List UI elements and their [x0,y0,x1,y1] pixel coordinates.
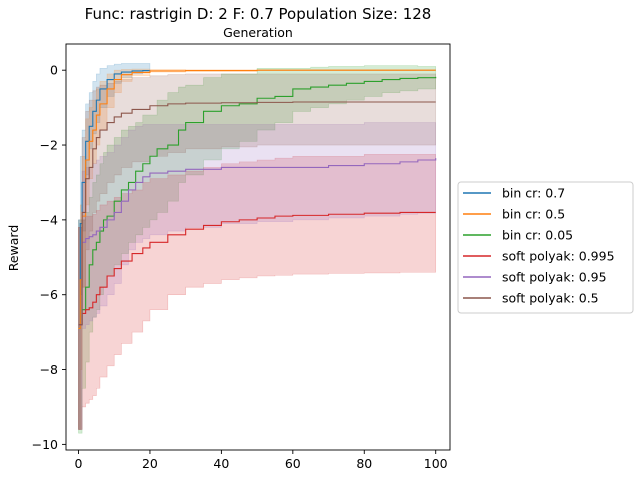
legend-label-0: bin cr: 0.7 [502,186,565,201]
x-tick-label: 60 [285,456,301,471]
line-series-0 [78,70,151,329]
y-axis-label: Reward [6,225,21,272]
line-series-4 [78,158,437,326]
legend-label-3: soft polyak: 0.995 [502,249,615,264]
confidence-bands [78,63,437,434]
series-lines [78,69,437,329]
band-series-3 [78,154,437,430]
plot-frame [65,43,451,451]
y-tick-label: −10 [32,437,58,452]
y-tick-label: −6 [40,287,58,302]
band-series-5 [78,73,437,430]
x-tick-label: 40 [213,456,229,471]
legend-label-4: soft polyak: 0.95 [502,270,607,285]
x-tick-label: 0 [75,456,83,471]
legend-label-2: bin cr: 0.05 [502,228,573,243]
legend-label-5: soft polyak: 0.5 [502,291,599,306]
line-series-3 [78,211,436,326]
y-tick-label: −8 [40,362,58,377]
legend-label-1: bin cr: 0.5 [502,207,565,222]
line-series-1 [78,69,436,329]
x-tick-label: 80 [356,456,372,471]
y-axis: 0 −2 −4 −6 −8 −10 [32,63,66,452]
x-tick-label: 20 [142,456,158,471]
y-tick-label: −2 [40,138,58,153]
x-tick-label: 100 [424,456,448,471]
legend-box [457,181,634,314]
x-axis: 0 20 40 60 80 100 [75,450,448,471]
chart-title: Func: rastrigin D: 2 F: 0.7 Population S… [85,5,432,23]
legend: bin cr: 0.7 bin cr: 0.5 bin cr: 0.05 soft p… [457,181,634,314]
y-tick-label: 0 [50,63,58,78]
band-series-4 [78,122,437,430]
chart-subtitle: Generation [223,25,293,40]
y-tick-label: −4 [40,212,58,227]
line-series-2 [78,76,437,326]
line-series-5 [78,101,436,326]
